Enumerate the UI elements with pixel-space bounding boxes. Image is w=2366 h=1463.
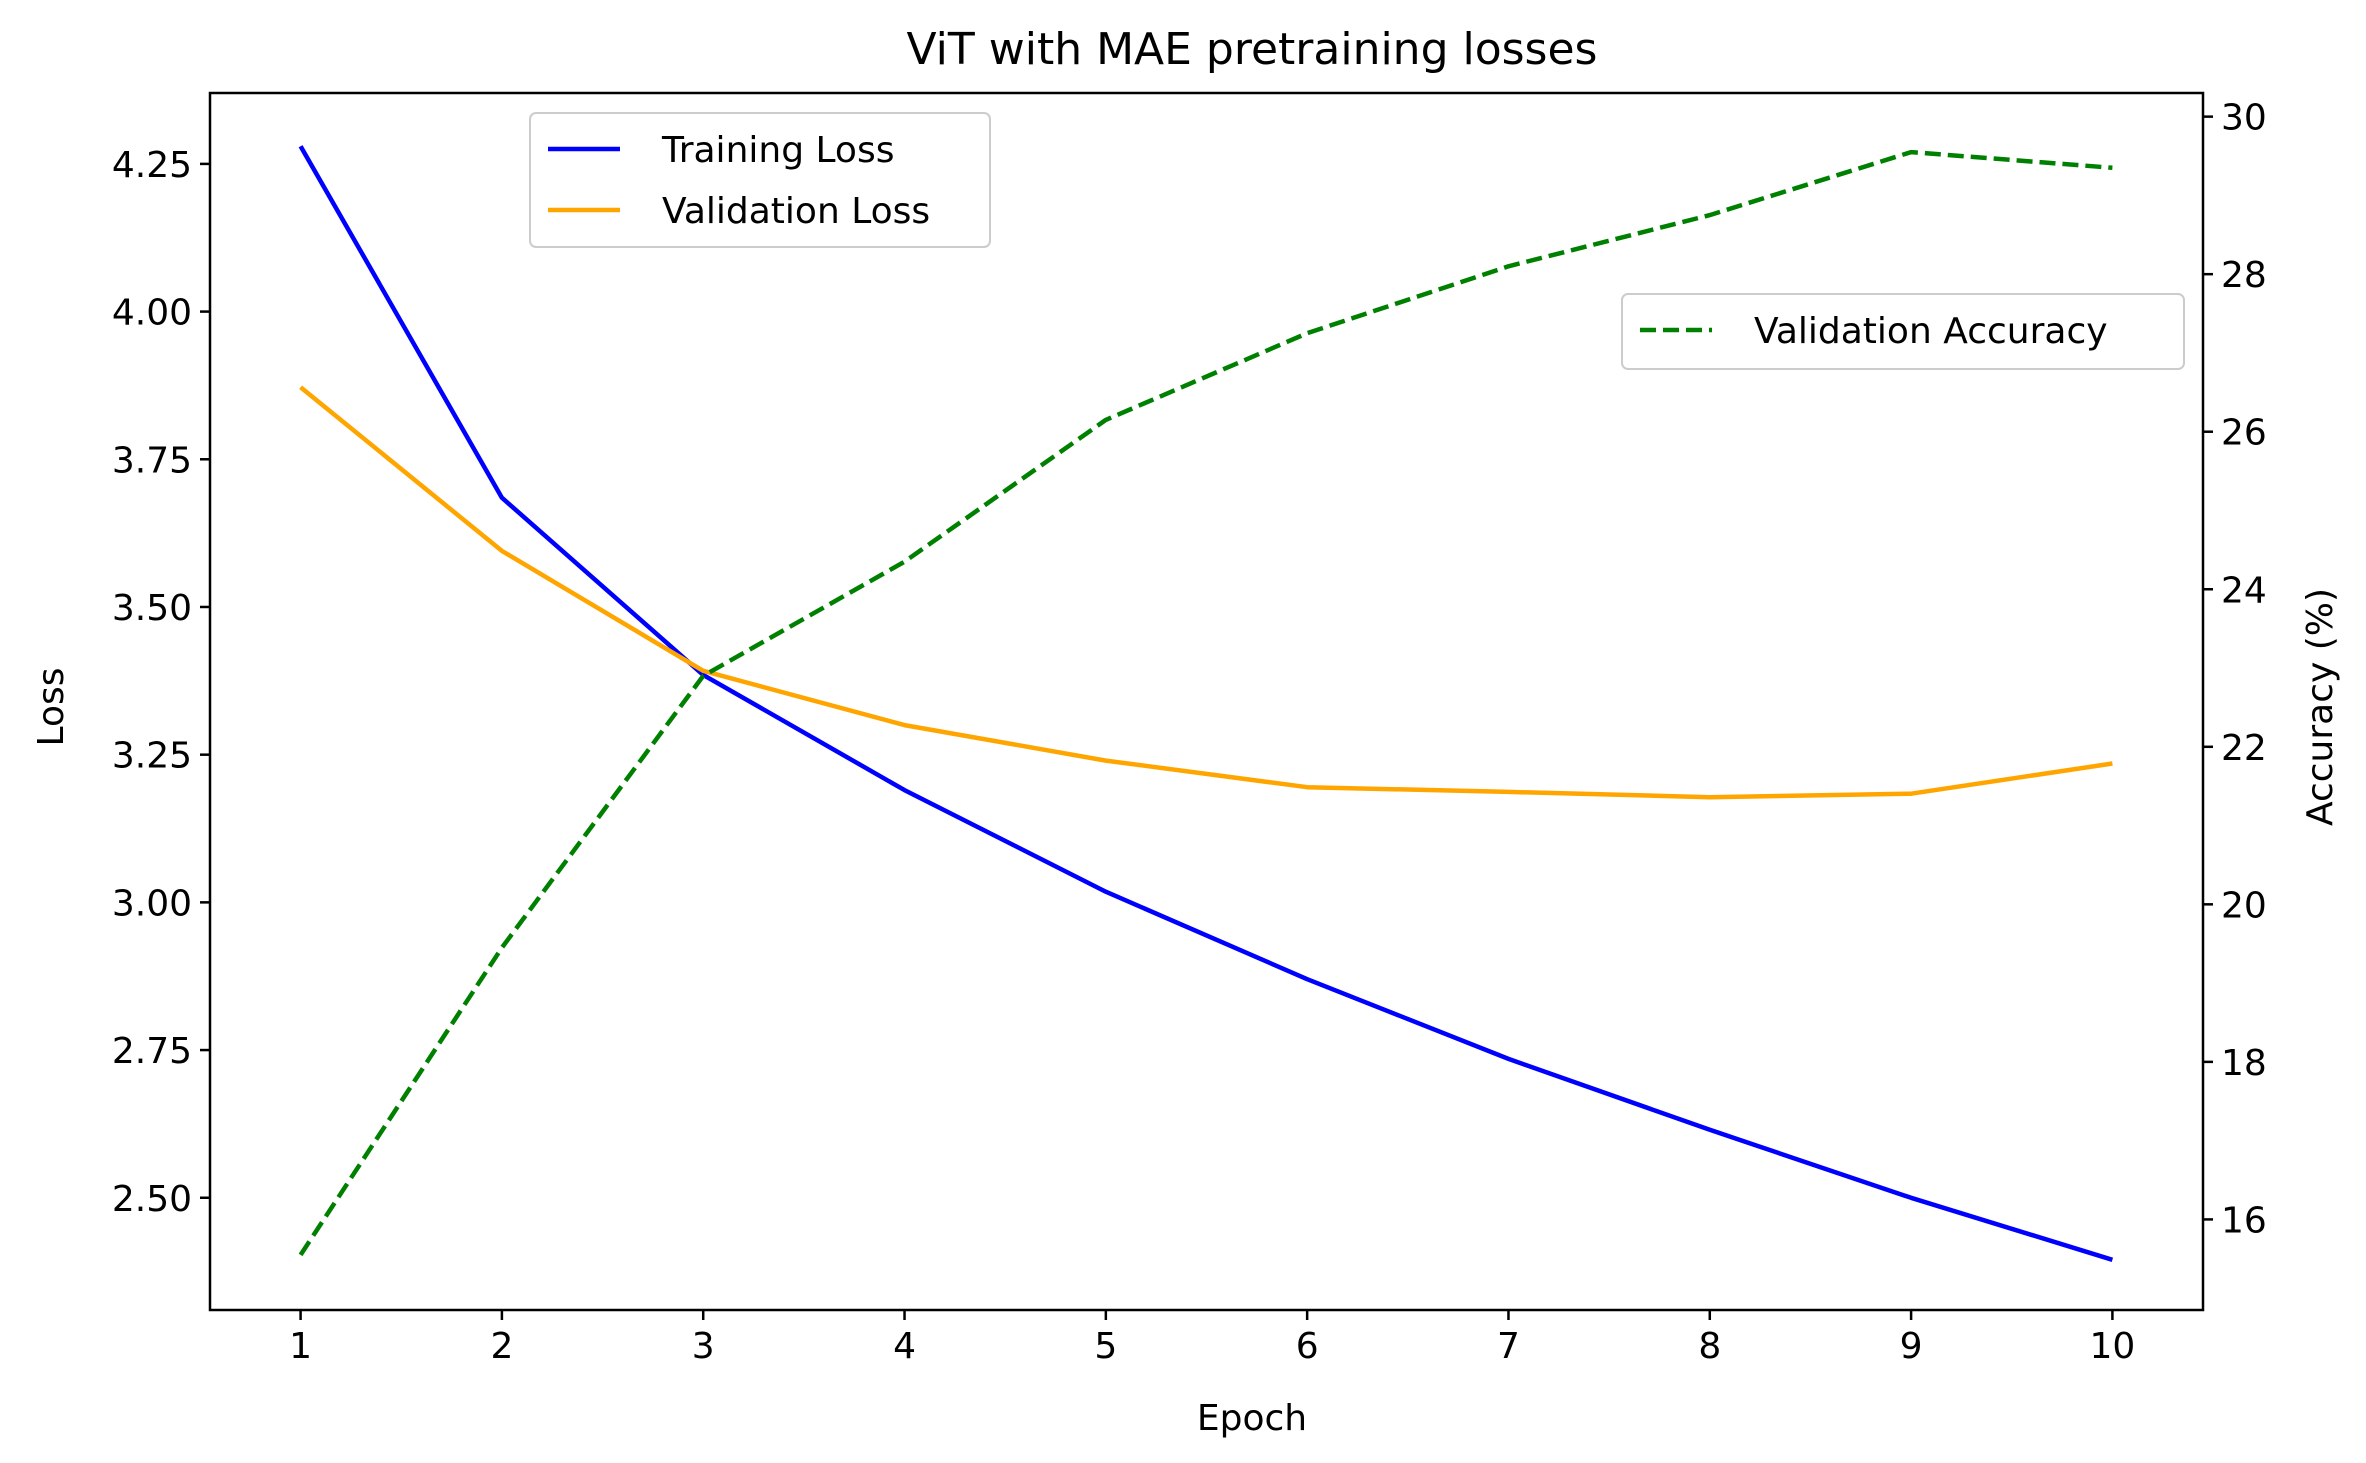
- y2-tick-label: 16: [2221, 1200, 2267, 1241]
- x-tick-label: 3: [692, 1326, 715, 1367]
- y2-axis-label: Accuracy (%): [2300, 588, 2341, 826]
- legend-box: [529, 112, 991, 248]
- x-tick-label: 4: [893, 1326, 916, 1367]
- x-tick-label: 10: [2090, 1326, 2136, 1367]
- x-tick-label: 2: [490, 1326, 513, 1367]
- plot-frame: [208, 91, 2205, 1312]
- y2-tick-label: 22: [2221, 728, 2267, 769]
- legend-upper-left: Training Loss Validation Loss: [529, 112, 991, 248]
- y-tick-label: 2.50: [112, 1179, 192, 1220]
- y-tick-label: 3.50: [112, 588, 192, 629]
- y2-tick-label: 20: [2221, 885, 2267, 926]
- legend-box: [1621, 293, 2185, 370]
- x-tick-label: 7: [1497, 1326, 1520, 1367]
- legend-label: Training Loss: [661, 130, 894, 171]
- series-line-2: [298, 149, 2113, 1257]
- y2-tick-label: 26: [2221, 413, 2267, 454]
- x-axis-label: Epoch: [1197, 1398, 1307, 1439]
- y-tick-label: 2.75: [112, 1031, 192, 1072]
- series-line-1: [299, 385, 2113, 800]
- legend-upper-right: Validation Accuracy: [1621, 293, 2185, 370]
- y-tick-label: 3.00: [112, 883, 192, 924]
- y2-tick-label: 18: [2221, 1043, 2267, 1084]
- series-line-0: [298, 145, 2114, 1262]
- y-tick-label: 3.75: [112, 440, 192, 481]
- x-tick-label: 5: [1094, 1326, 1117, 1367]
- legend-label: Validation Accuracy: [1754, 311, 2108, 352]
- x-tick-label: 6: [1296, 1326, 1319, 1367]
- y-tick-label: 3.25: [112, 736, 192, 777]
- y-axis-label: Loss: [31, 668, 72, 747]
- y2-tick-label: 24: [2221, 570, 2267, 611]
- x-tick-label: 1: [289, 1326, 312, 1367]
- legend-label: Validation Loss: [662, 191, 930, 232]
- x-tick-label: 8: [1698, 1326, 1721, 1367]
- y-tick-label: 4.00: [112, 293, 192, 334]
- y2-tick-label: 28: [2221, 255, 2267, 296]
- y-tick-label: 4.25: [112, 145, 192, 186]
- chart-title: ViT with MAE pretraining losses: [907, 24, 1598, 75]
- y2-tick-label: 30: [2221, 98, 2267, 139]
- x-tick-label: 9: [1900, 1326, 1923, 1367]
